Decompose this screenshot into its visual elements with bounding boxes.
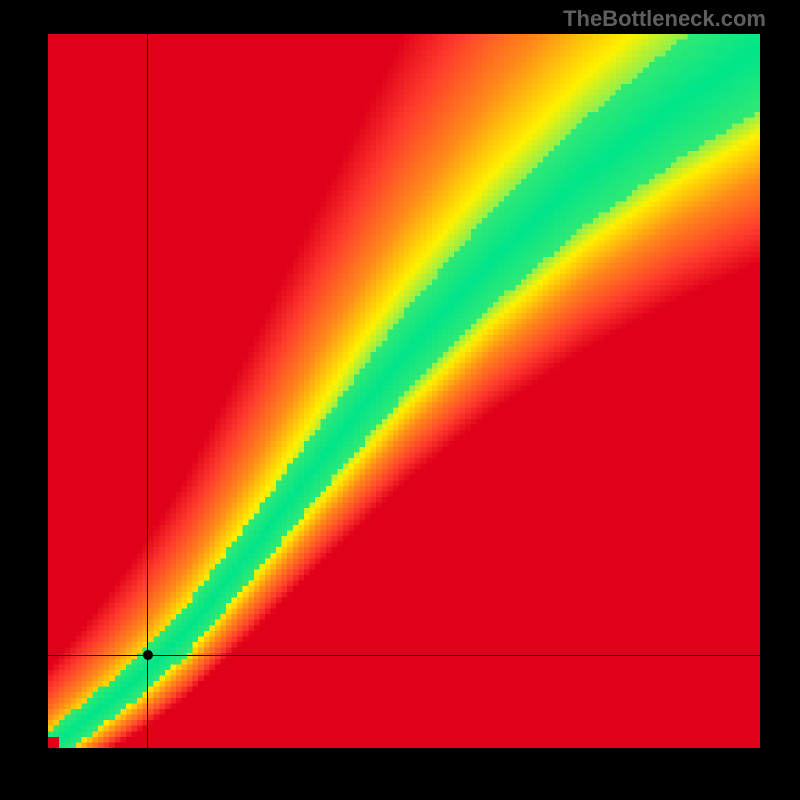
chart-container: TheBottleneck.com: [0, 0, 800, 800]
crosshair-vertical: [147, 34, 148, 748]
selection-marker: [143, 650, 153, 660]
watermark-text: TheBottleneck.com: [563, 6, 766, 32]
crosshair-horizontal: [48, 655, 760, 656]
bottleneck-heatmap: [48, 34, 760, 748]
